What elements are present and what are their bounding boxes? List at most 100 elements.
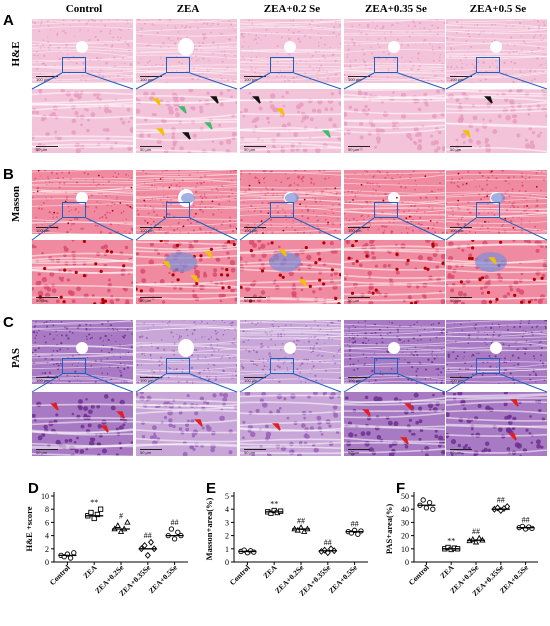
scale-bar-label: 50 μm <box>450 298 462 303</box>
arrow-red-icon <box>194 419 203 427</box>
scale-bar-label: 100 μm <box>140 77 154 82</box>
scale-bar <box>140 76 162 77</box>
significance-annotation: ## <box>497 496 505 505</box>
arrow-yellow-icon <box>204 251 213 259</box>
scale-bar-label: 100 μm <box>244 378 258 383</box>
significance-annotation: ## <box>297 517 305 526</box>
x-tick-label: Control <box>407 563 431 587</box>
data-point <box>144 551 151 559</box>
scale-bar-label: 100 μm <box>36 228 50 233</box>
micrograph-he-zoom-3: 50 μm <box>240 89 341 153</box>
data-point <box>88 509 94 516</box>
panel-letter-a: A <box>3 12 14 29</box>
significance-annotation: # <box>119 511 123 520</box>
micrograph-masson-zoom-3: 50 μm <box>240 240 341 304</box>
data-point <box>358 528 364 534</box>
arrow-red-icon <box>272 423 281 431</box>
micrograph-masson-zoom-1: 50 μm <box>32 240 133 304</box>
scale-bar <box>244 227 266 228</box>
arrow-yellow-icon <box>278 249 287 257</box>
scale-bar-label: 100 μm <box>450 378 464 383</box>
significance-annotation: ** <box>90 498 98 507</box>
panel-letter-d: D <box>28 480 39 497</box>
scale-bar-label: 100 μm <box>450 77 464 82</box>
x-tick-label: Control <box>48 563 72 587</box>
arrow-black-icon <box>484 96 493 104</box>
column-title-control: Control <box>65 3 103 15</box>
x-tick-label: ZEA+0.5Se <box>327 563 360 596</box>
data-point <box>168 526 175 532</box>
y-tick-label: 6 <box>45 518 49 527</box>
y-tick-label: 2 <box>45 545 49 554</box>
arrow-yellow-icon <box>298 279 307 287</box>
micrograph-he-zoom-4: 50 μm <box>344 89 445 153</box>
column-title-zea-0-2-se: ZEA+0.2 Se <box>263 3 321 15</box>
y-tick-label: 4 <box>225 505 229 514</box>
y-tick-label: 10 <box>41 492 49 501</box>
scale-bar <box>244 377 266 378</box>
scale-bar <box>450 146 472 147</box>
y-tick-label: 4 <box>45 532 49 541</box>
data-point <box>321 546 328 554</box>
arrow-yellow-icon <box>152 98 161 106</box>
y-axis-label: PAS+area(%) <box>384 504 394 554</box>
scale-bar <box>244 297 266 298</box>
micrograph-masson-zoom-4: 50 μm <box>344 240 445 304</box>
scale-bar-label: 100 μm <box>348 77 362 82</box>
scale-bar <box>244 146 266 147</box>
arrow-yellow-icon <box>462 130 471 138</box>
significance-annotation: ** <box>447 536 455 545</box>
scale-bar <box>140 377 162 378</box>
data-point <box>430 506 436 512</box>
data-point <box>426 499 433 506</box>
scale-bar-label: 50 μm <box>450 450 462 455</box>
inset-box <box>270 202 294 218</box>
data-point <box>420 497 426 503</box>
y-axis-label: Masson+area(%) <box>204 497 214 560</box>
inset-box <box>374 57 398 73</box>
arrow-red-icon <box>404 403 413 411</box>
data-point <box>423 505 430 511</box>
panel-letter-e: E <box>206 480 217 497</box>
y-tick-label: 0 <box>405 558 409 567</box>
scale-bar-label: 50 μm <box>140 298 152 303</box>
y-tick-label: 2 <box>225 532 229 541</box>
scale-bar <box>36 146 58 147</box>
arrow-green-icon <box>322 130 331 138</box>
data-point <box>97 506 104 512</box>
micrograph-he-overview-5: 100 μm <box>446 19 547 83</box>
inset-box <box>166 202 190 218</box>
arrow-red-icon <box>508 433 517 441</box>
column-title-zea-0-35-se: ZEA+0.35 Se <box>365 3 427 15</box>
scale-bar-label: 50 μm <box>36 450 48 455</box>
significance-annotation: ## <box>522 515 530 524</box>
inset-box <box>270 358 294 374</box>
scale-bar <box>450 297 472 298</box>
scale-bar-label: 50 μm <box>36 147 48 152</box>
significance-annotation: ## <box>144 531 152 540</box>
scale-bar-label: 50 μm <box>244 298 256 303</box>
arrow-black-icon <box>210 96 219 104</box>
scale-bar-label: 50 μm <box>140 450 152 455</box>
arrow-yellow-icon <box>162 261 171 269</box>
arrow-red-icon <box>116 411 125 419</box>
scale-bar <box>450 227 472 228</box>
scale-bar <box>450 76 472 77</box>
scale-bar-label: 100 μm <box>36 77 50 82</box>
micrograph-masson-zoom-5: 50 μm <box>446 240 547 304</box>
y-tick-label: 0 <box>225 558 229 567</box>
arrow-red-icon <box>362 409 371 417</box>
data-point <box>175 529 181 535</box>
y-tick-label: 20 <box>401 532 409 541</box>
arrow-yellow-icon <box>488 257 497 265</box>
significance-annotation: ## <box>171 518 179 527</box>
